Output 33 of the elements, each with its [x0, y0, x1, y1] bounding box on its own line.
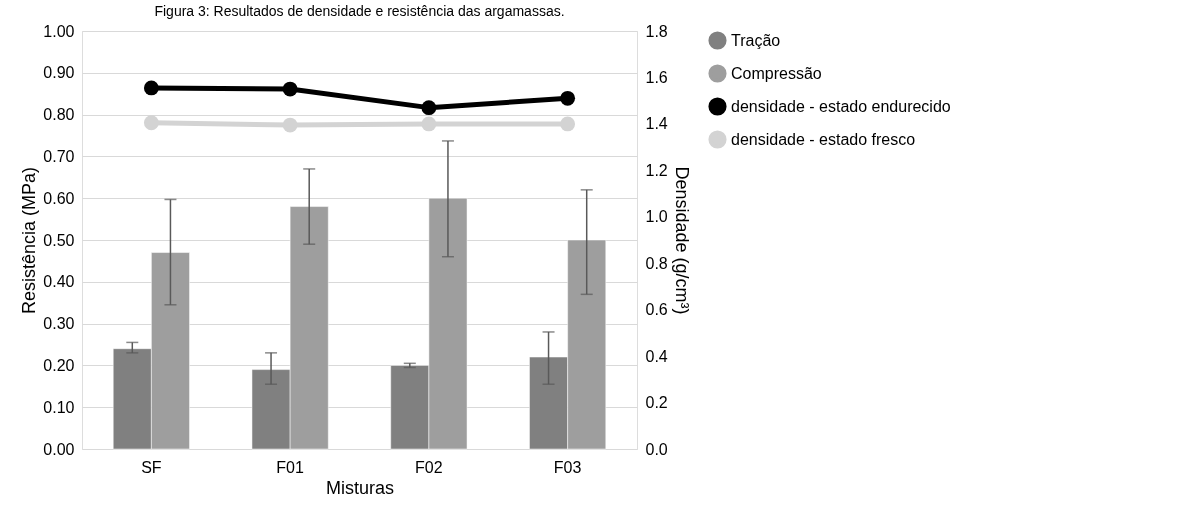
- legend-label: densidade - estado fresco: [731, 130, 916, 148]
- y-tick-label: 0.10: [43, 398, 75, 416]
- y-tick-label: 0.00: [43, 440, 75, 458]
- y2-tick-label: 1.2: [645, 161, 668, 179]
- x-axis-title: Misturas: [325, 477, 395, 498]
- y-tick-label: 1.00: [43, 22, 75, 40]
- y2-tick-label: 1.0: [645, 208, 668, 226]
- y-tick-label: 0.90: [43, 64, 75, 82]
- y2-tick-label: 0.4: [645, 347, 668, 365]
- legend-label: Compressão: [731, 64, 822, 82]
- y-tick-label: 0.30: [43, 315, 75, 333]
- y-tick-label: 0.20: [43, 356, 75, 374]
- y2-tick-label: 1.6: [645, 68, 668, 86]
- x-tick-label: F03: [553, 458, 582, 476]
- y2-tick-label: 0.2: [645, 394, 668, 412]
- y-axis-title: Resistência (MPa): [19, 166, 40, 315]
- legend-label: densidade - estado endurecido: [731, 97, 951, 115]
- y2-tick-label: 1.8: [645, 22, 668, 40]
- y-tick-label: 0.70: [43, 147, 75, 165]
- x-tick-label: F01: [276, 458, 305, 476]
- y-tick-label: 0.80: [43, 106, 75, 124]
- y2-axis-title: Densidade (g/cm³): [671, 166, 692, 315]
- y-tick-label: 0.60: [43, 189, 75, 207]
- y2-tick-label: 0.6: [645, 301, 668, 319]
- x-tick-label: SF: [141, 458, 162, 476]
- y2-tick-label: 0.0: [645, 440, 668, 458]
- y-tick-label: 0.50: [43, 231, 75, 249]
- chart-title: Figura 3: Resultados de densidade e resistência das argamassas.: [154, 3, 565, 19]
- y2-tick-label: 0.8: [645, 254, 668, 272]
- x-tick-label: F02: [415, 458, 443, 476]
- legend-label: Tração: [731, 31, 781, 49]
- y2-tick-label: 1.4: [645, 115, 668, 133]
- y-tick-label: 0.40: [43, 273, 75, 291]
